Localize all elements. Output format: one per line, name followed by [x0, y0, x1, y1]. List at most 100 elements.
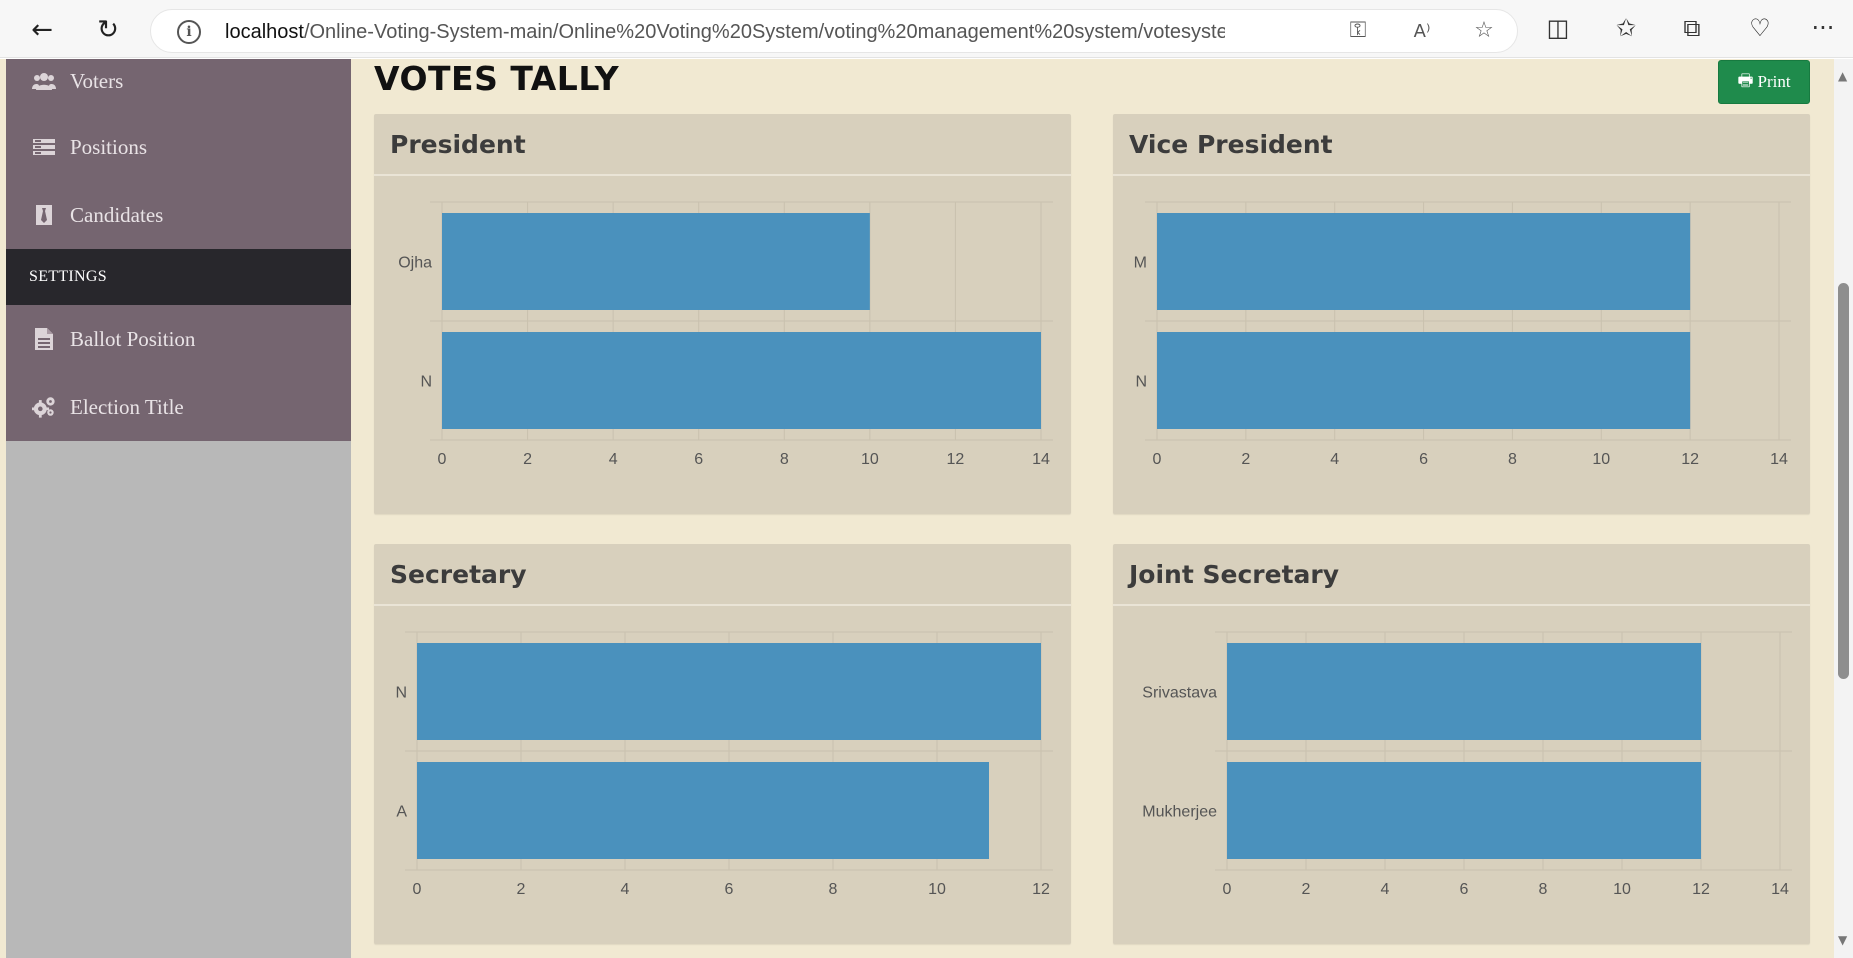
browser-essentials-icon[interactable]: ♡	[1749, 14, 1771, 42]
category-label: Srivastava	[1142, 685, 1217, 702]
tick-label: 12	[1032, 881, 1050, 898]
tick-label: 6	[1419, 451, 1428, 468]
bar[interactable]	[442, 213, 870, 310]
more-options-icon[interactable]: ···	[1811, 14, 1835, 42]
scroll-up-arrow-icon[interactable]: ▲	[1838, 69, 1848, 83]
tick-label: 4	[1381, 881, 1390, 898]
tick-label: 6	[725, 881, 734, 898]
sidebar-item-label: Ballot Position	[70, 326, 196, 351]
sidebar-item-candidates[interactable]: Candidates	[6, 181, 351, 249]
star-icon[interactable]: ☆	[1474, 18, 1494, 43]
scroll-down-arrow-icon[interactable]: ▼	[1838, 933, 1848, 947]
url-text[interactable]: localhost/Online-Voting-System-main/Onli…	[225, 21, 1225, 44]
panel-title: Secretary	[390, 559, 527, 589]
page-title: VOTES TALLY	[374, 59, 620, 98]
url-host: localhost	[225, 21, 304, 43]
panel-header: Secretary	[374, 544, 1071, 606]
back-arrow-icon[interactable]: ←	[31, 15, 53, 45]
print-icon: 🖶	[1737, 70, 1754, 91]
sidebar-item-label: Voters	[70, 68, 124, 93]
tick-label: 0	[413, 881, 422, 898]
tick-label: 14	[1770, 451, 1788, 468]
bar-chart-president: Ojha N 0 2 4 6 8 10 12 14	[398, 201, 1053, 468]
chart-panel-joint-secretary: Joint Secretary Srivastava Mukherjee 0 2 4 6 8…	[1113, 544, 1810, 944]
url-path: /Online-Voting-System-main/Online%20Voti…	[303, 21, 1225, 43]
category-label: N	[395, 685, 407, 702]
favorites-icon[interactable]: ✩	[1615, 14, 1637, 42]
tick-label: 0	[1153, 451, 1162, 468]
collections-icon[interactable]: ⧉	[1683, 14, 1701, 42]
tick-label: 4	[609, 451, 618, 468]
bar-chart-vice-president: M N 0 2 4 6 8 10 12 14	[1134, 201, 1791, 468]
cogs-icon	[32, 395, 56, 419]
sidebar: Voters Positions Candidates SETTINGS Bal…	[6, 59, 351, 958]
category-label: A	[396, 804, 407, 821]
browser-toolbar: ← ↻ i localhost/Online-Voting-System-mai…	[0, 0, 1853, 58]
tick-label: 10	[928, 881, 946, 898]
panel-header: Joint Secretary	[1113, 544, 1810, 606]
reload-icon[interactable]: ↻	[97, 15, 119, 45]
panel-title: Joint Secretary	[1129, 559, 1340, 589]
category-label: N	[1135, 374, 1147, 391]
scrollbar-thumb[interactable]	[1838, 283, 1849, 679]
list-icon	[32, 135, 56, 159]
sidebar-item-voters[interactable]: Voters	[6, 59, 351, 113]
panel-title: Vice President	[1129, 129, 1333, 159]
candidate-icon	[32, 203, 56, 227]
tick-label: 0	[438, 451, 447, 468]
bar[interactable]	[1157, 213, 1691, 310]
tick-label: 2	[523, 451, 532, 468]
bar[interactable]	[1157, 332, 1691, 429]
print-button-label: Print	[1757, 72, 1791, 91]
tick-label: 2	[1241, 451, 1250, 468]
sidebar-item-label: Positions	[70, 134, 148, 159]
sidebar-item-label: Election Title	[70, 394, 184, 419]
vertical-scrollbar[interactable]: ▲ ▼	[1834, 59, 1853, 958]
tick-label: 8	[829, 881, 838, 898]
tick-label: 10	[1592, 451, 1610, 468]
tick-label: 8	[1539, 881, 1548, 898]
bar-chart-joint-secretary: Srivastava Mukherjee 0 2 4 6 8 10 12 14	[1142, 631, 1792, 898]
key-icon[interactable]: ⚿	[1349, 18, 1367, 43]
tick-label: 12	[1681, 451, 1699, 468]
tick-label: 4	[621, 881, 630, 898]
sidebar-item-positions[interactable]: Positions	[6, 113, 351, 181]
category-label: Mukherjee	[1142, 804, 1217, 821]
address-bar[interactable]: i localhost/Online-Voting-System-main/On…	[150, 9, 1518, 53]
category-label: N	[420, 374, 432, 391]
tick-label: 8	[1508, 451, 1517, 468]
tick-label: 12	[1692, 881, 1710, 898]
sidebar-item-election-title[interactable]: Election Title	[6, 373, 351, 441]
tick-label: 2	[1302, 881, 1311, 898]
tick-label: 14	[1032, 451, 1050, 468]
tick-label: 10	[861, 451, 879, 468]
tick-label: 14	[1771, 881, 1789, 898]
bar[interactable]	[442, 332, 1041, 429]
tick-label: 2	[517, 881, 526, 898]
tick-label: 6	[694, 451, 703, 468]
bar[interactable]	[1227, 643, 1701, 740]
bar[interactable]	[417, 643, 1041, 740]
site-info-icon[interactable]: i	[177, 20, 201, 44]
print-button[interactable]: 🖶 Print	[1718, 60, 1810, 104]
chart-panel-secretary: Secretary N A 0 2 4 6 8 10 12	[374, 544, 1071, 944]
split-screen-icon[interactable]: ◫	[1546, 14, 1570, 42]
users-icon	[32, 69, 56, 93]
panel-header: President	[374, 114, 1071, 176]
sidebar-menu: Voters Positions Candidates SETTINGS Bal…	[6, 59, 351, 441]
bar[interactable]	[1227, 762, 1701, 859]
tick-label: 6	[1460, 881, 1469, 898]
tick-label: 0	[1223, 881, 1232, 898]
panel-title: President	[390, 129, 526, 159]
tick-label: 8	[780, 451, 789, 468]
sidebar-item-ballot-position[interactable]: Ballot Position	[6, 305, 351, 373]
sidebar-item-label: Candidates	[70, 202, 164, 227]
settings-header: SETTINGS	[6, 249, 351, 305]
chart-panel-president: President Ojha N 0 2 4 6 8 10 12 14	[374, 114, 1071, 514]
read-aloud-icon[interactable]: A⁾	[1413, 21, 1431, 42]
panel-header: Vice President	[1113, 114, 1810, 176]
page: Voters Positions Candidates SETTINGS Bal…	[0, 59, 1834, 958]
tick-label: 12	[947, 451, 965, 468]
tick-label: 4	[1330, 451, 1339, 468]
bar[interactable]	[417, 762, 989, 859]
